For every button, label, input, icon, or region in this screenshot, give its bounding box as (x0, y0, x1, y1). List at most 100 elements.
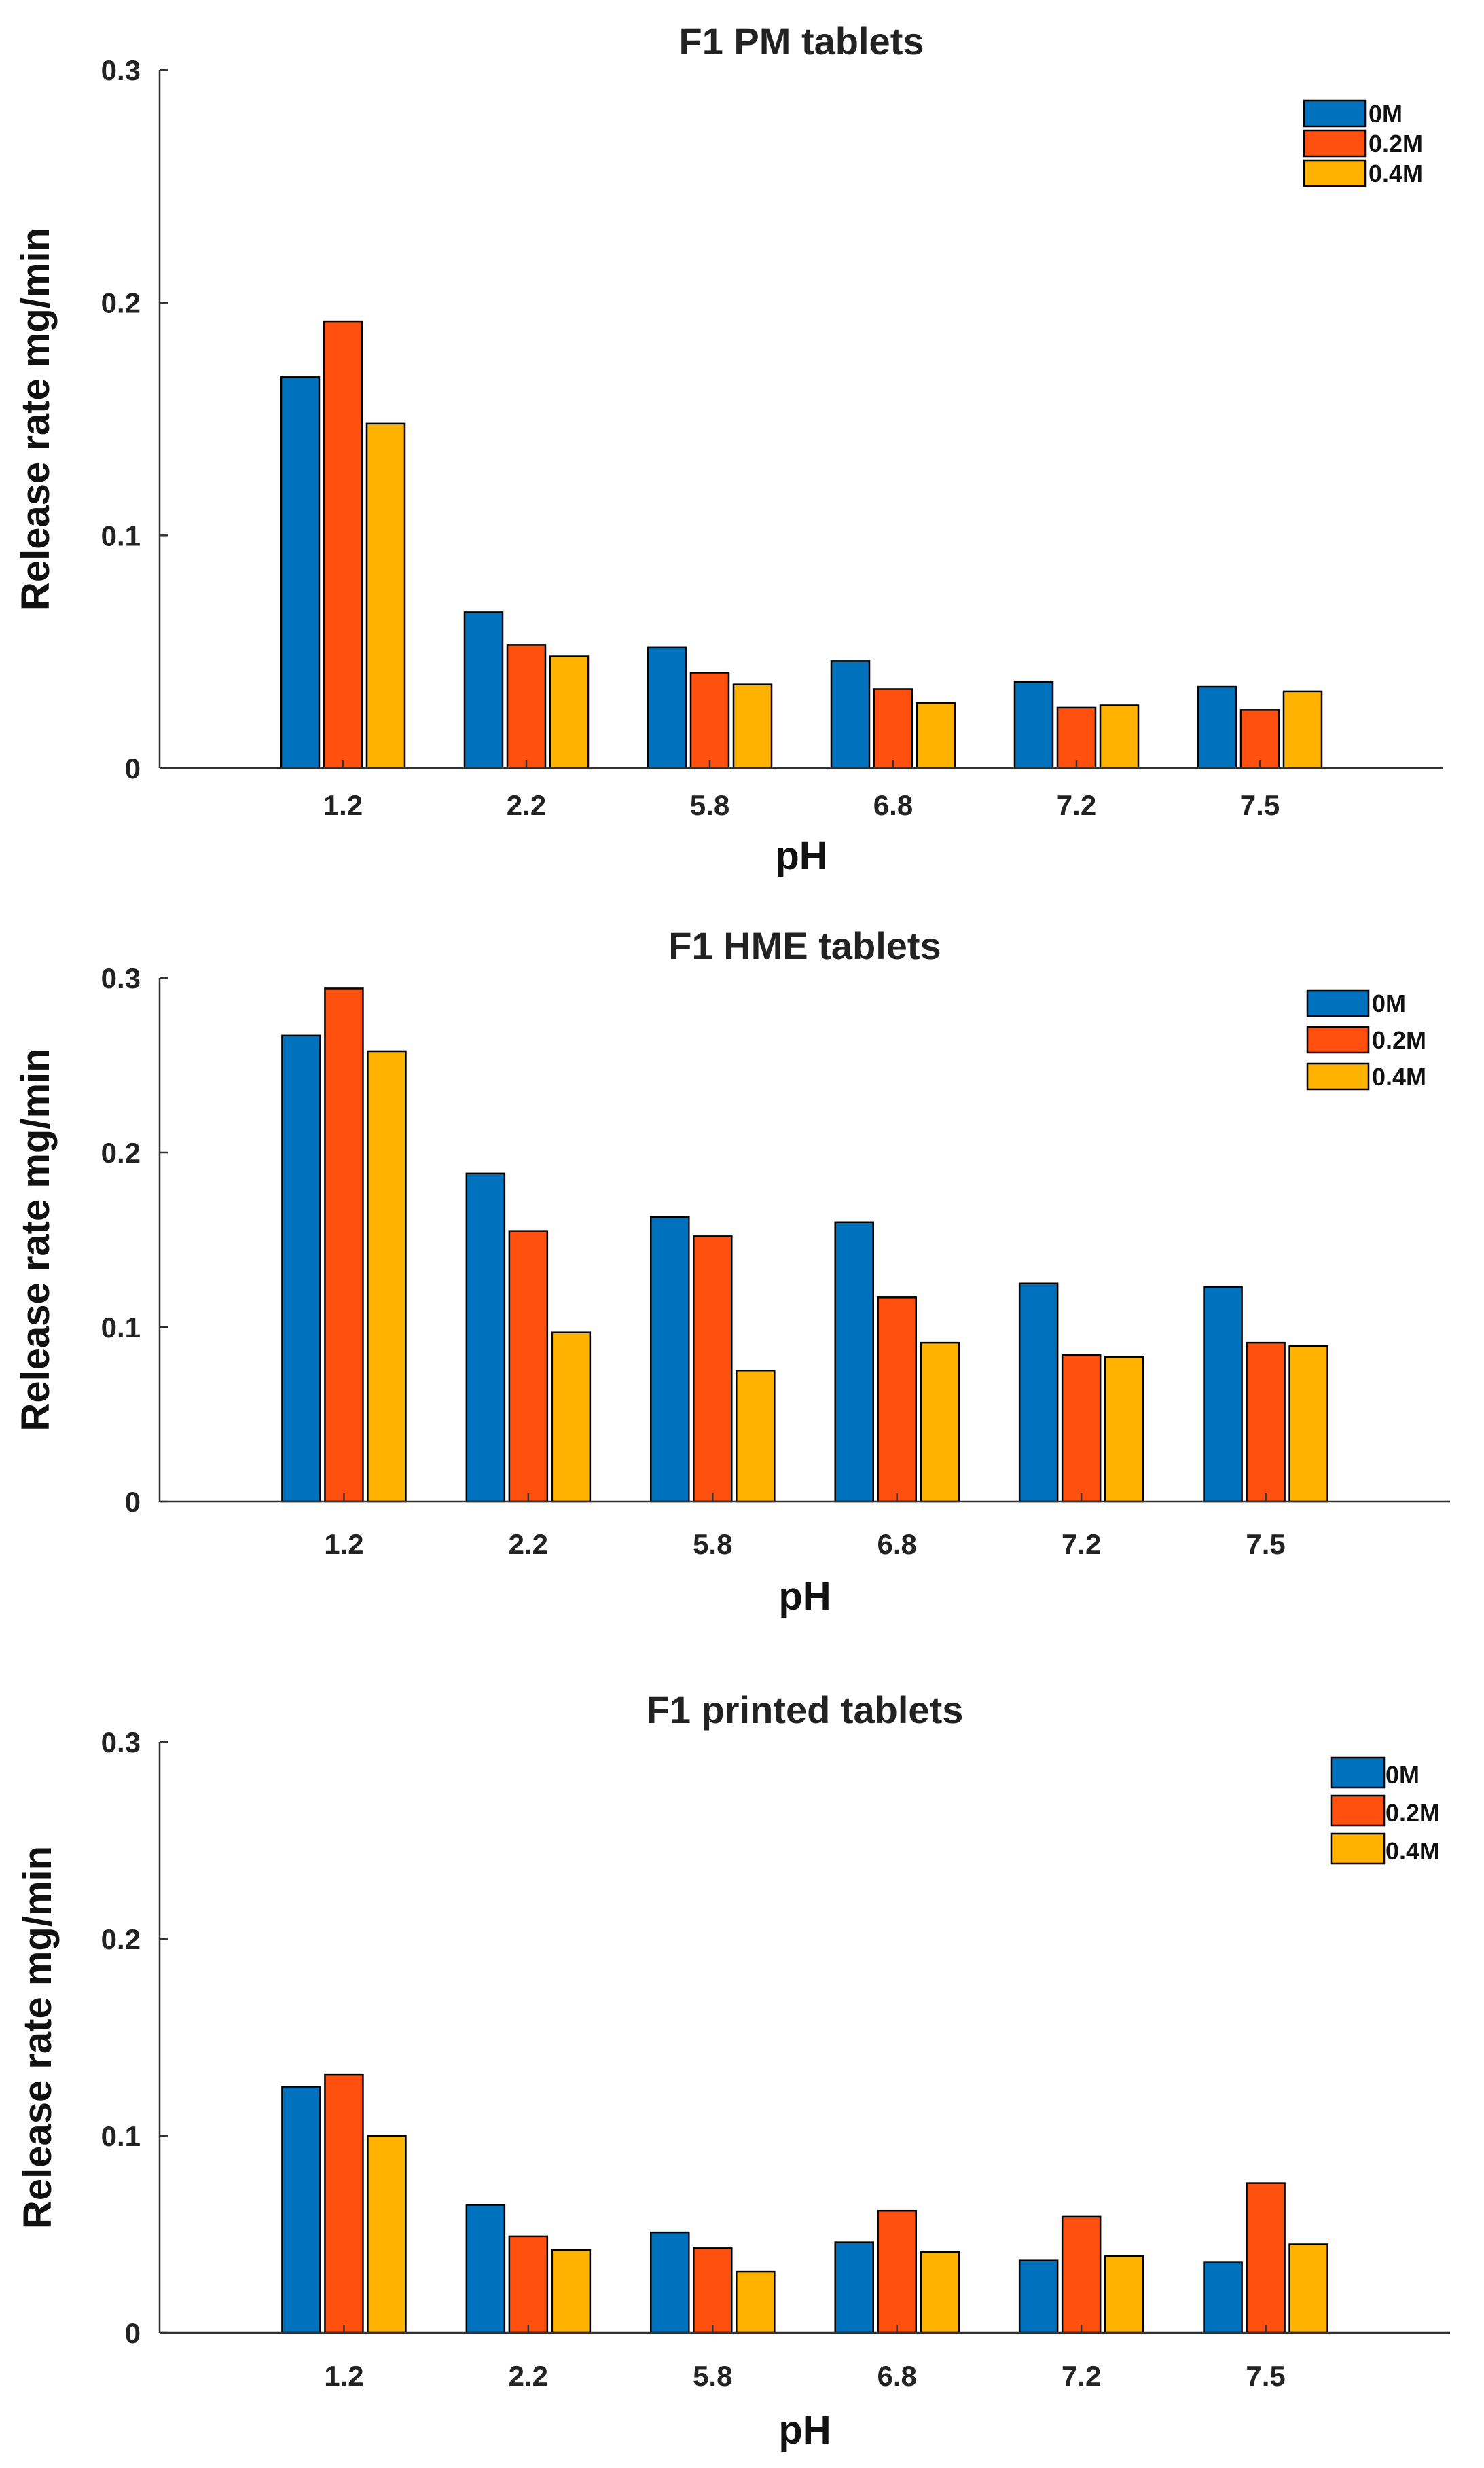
legend-swatch-0.2M (1330, 1794, 1386, 1827)
legend-label-0M: 0M (1386, 1761, 1419, 1789)
bar-0.4M-pH-5.8 (736, 1370, 776, 1503)
y-tick-label: 0.2 (101, 287, 141, 319)
bar-0.4M-pH-2.2 (551, 2249, 592, 2334)
y-tick-label: 0.1 (101, 520, 141, 551)
x-tick-label: 7.5 (1246, 1528, 1285, 1560)
x-axis-label: pH (778, 1574, 831, 1618)
bar-0.4M-pH-1.2 (367, 1050, 407, 1503)
bar-0.2M-pH-7.5 (1246, 1341, 1286, 1503)
bar-0.2M-pH-1.2 (324, 987, 364, 1503)
chart-title: F1 printed tablets (647, 1688, 964, 1731)
x-axis-label: pH (775, 834, 827, 878)
y-tick-label: 0.3 (101, 1726, 141, 1758)
bar-0M-pH-7.5 (1197, 685, 1237, 769)
bar-0.4M-pH-7.5 (1288, 1345, 1328, 1503)
bar-0.2M-pH-5.8 (693, 1235, 733, 1503)
chart-title: F1 PM tablets (679, 20, 924, 62)
legend-swatch-0M (1303, 99, 1367, 128)
bar-0M-pH-5.8 (647, 646, 687, 769)
y-tick-label: 0.2 (101, 1923, 141, 1955)
bar-0.2M-pH-7.5 (1239, 709, 1280, 769)
bar-0.4M-pH-2.2 (549, 655, 590, 769)
y-tick-label: 0 (125, 1486, 141, 1518)
x-tick-label: 7.2 (1062, 2360, 1101, 2392)
bar-0.4M-pH-5.8 (732, 683, 773, 769)
legend-swatch-0.4M (1306, 1062, 1370, 1091)
y-axis-label: Release rate mg/min (16, 1846, 60, 2229)
bar-0.4M-pH-6.8 (920, 1341, 960, 1503)
chart-title: F1 HME tablets (668, 924, 941, 967)
legend: 0M 0.2M 0.4M (1330, 1756, 1440, 1865)
bar-0M-pH-6.8 (834, 1221, 874, 1503)
legend-label-0.2M: 0.2M (1386, 1799, 1440, 1827)
legend-swatch-0.4M (1303, 159, 1367, 187)
bar-0M-pH-1.2 (280, 376, 321, 769)
x-tick-label: 5.8 (690, 789, 729, 821)
bar-0.2M-pH-7.5 (1246, 2182, 1286, 2334)
bar-0.2M-pH-6.8 (873, 688, 913, 769)
chart-3: F1 printed tablets 1.2 2.2 5.8 6.8 7.2 7.5 0 0.1… (16, 1688, 1450, 2452)
y-tick-label: 0 (125, 752, 141, 784)
bar-0M-pH-2.2 (463, 611, 504, 769)
bar-0.2M-pH-2.2 (506, 644, 547, 769)
x-tick-label: 7.2 (1057, 789, 1096, 821)
x-tick-label: 7.5 (1240, 789, 1280, 821)
y-axis-label: Release rate mg/min (14, 1048, 58, 1431)
bar-0.2M-pH-2.2 (508, 1230, 549, 1503)
x-tick-label: 2.2 (507, 789, 546, 821)
bar-0M-pH-1.2 (281, 1034, 321, 1503)
x-axis-label: pH (778, 2408, 831, 2452)
bar-0.2M-pH-7.2 (1061, 2215, 1102, 2334)
x-tick-label: 2.2 (509, 1528, 548, 1560)
legend-swatch-0.2M (1306, 1026, 1370, 1054)
chart-1: F1 PM tablets 1.2 2.2 5.8 6.8 7.2 7.5 0 0.1 0.2 0.… (14, 20, 1443, 878)
bar-0.2M-pH-2.2 (508, 2235, 549, 2334)
legend-label-0.4M: 0.4M (1372, 1063, 1426, 1091)
bar-0M-pH-6.8 (830, 660, 871, 769)
x-tick-label: 5.8 (693, 1528, 732, 1560)
x-tick-label: 5.8 (693, 2360, 732, 2392)
bar-0M-pH-6.8 (834, 2241, 874, 2334)
bar-0.4M-pH-7.5 (1288, 2243, 1328, 2334)
y-tick-label: 0.1 (101, 1311, 141, 1343)
bar-0.2M-pH-1.2 (323, 320, 363, 769)
y-tick-label: 0.1 (101, 2120, 141, 2152)
bar-0.4M-pH-6.8 (920, 2251, 960, 2334)
bar-0.4M-pH-1.2 (365, 422, 406, 769)
y-tick-label: 0 (125, 2317, 141, 2349)
legend-swatch-0.2M (1303, 129, 1367, 158)
legend-label-0.4M: 0.4M (1386, 1837, 1440, 1865)
x-tick-label: 2.2 (509, 2360, 548, 2392)
y-tick-label: 0.3 (101, 962, 141, 994)
bar-0.4M-pH-7.2 (1104, 1356, 1144, 1503)
legend-label-0.2M: 0.2M (1369, 130, 1423, 158)
bar-0M-pH-7.5 (1203, 1286, 1243, 1503)
bar-0M-pH-5.8 (650, 2231, 690, 2334)
legend-label-0.2M: 0.2M (1372, 1026, 1426, 1054)
x-tick-label: 1.2 (324, 2360, 363, 2392)
legend: 0M 0.2M 0.4M (1306, 989, 1426, 1091)
bar-0.4M-pH-7.2 (1104, 2255, 1144, 2334)
bar-0M-pH-7.2 (1013, 680, 1054, 769)
legend-label-0M: 0M (1372, 990, 1406, 1017)
bar-0M-pH-2.2 (465, 2204, 506, 2334)
bar-0.2M-pH-7.2 (1056, 706, 1097, 769)
bar-0M-pH-2.2 (465, 1172, 506, 1503)
y-tick-label: 0.3 (101, 54, 141, 86)
bar-0M-pH-7.2 (1018, 2259, 1059, 2334)
bar-0.4M-pH-6.8 (916, 702, 956, 769)
bar-0.2M-pH-5.8 (689, 672, 730, 769)
chart-2: F1 HME tablets 1.2 2.2 5.8 6.8 7.2 7.5 0 0.1 0.2 0… (14, 924, 1450, 1618)
bar-0M-pH-5.8 (650, 1216, 690, 1503)
x-tick-label: 7.2 (1062, 1528, 1101, 1560)
x-tick-label: 1.2 (324, 1528, 363, 1560)
bar-0M-pH-1.2 (281, 2086, 321, 2334)
bar-0.2M-pH-6.8 (877, 1296, 917, 1503)
bar-0.2M-pH-7.2 (1061, 1354, 1102, 1503)
y-tick-label: 0.2 (101, 1137, 141, 1169)
bar-0M-pH-7.2 (1018, 1282, 1059, 1503)
legend-swatch-0M (1306, 989, 1370, 1017)
y-axis-label: Release rate mg/min (14, 228, 58, 611)
x-tick-label: 6.8 (873, 789, 913, 821)
